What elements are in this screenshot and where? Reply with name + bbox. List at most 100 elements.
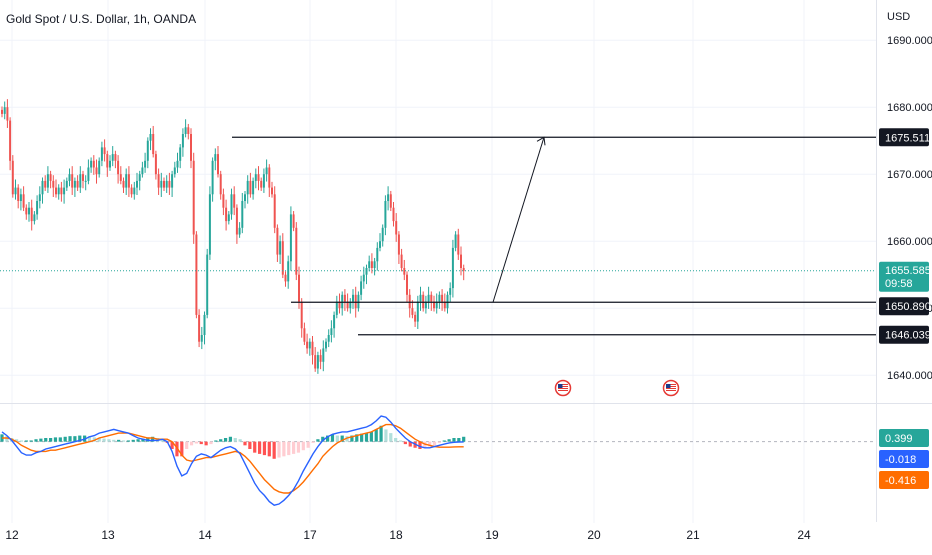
candle-body bbox=[416, 301, 419, 322]
candle-body bbox=[403, 268, 406, 275]
candle-body bbox=[441, 294, 444, 302]
macd-histogram-label-bg bbox=[879, 429, 929, 447]
candle-body bbox=[451, 247, 454, 289]
candle-body bbox=[100, 147, 103, 161]
candle-body bbox=[230, 194, 233, 215]
flag-canton bbox=[666, 384, 671, 388]
candle-body bbox=[406, 274, 408, 295]
level-label-bg bbox=[879, 128, 929, 147]
candle-body bbox=[11, 160, 14, 195]
candle-body bbox=[111, 154, 114, 161]
candle-body bbox=[365, 268, 368, 275]
macd-histogram-bar bbox=[194, 441, 198, 444]
time-axis[interactable]: 12 13 14 17 18 19 20 21 24 bbox=[5, 528, 811, 542]
current-price-label-bg bbox=[879, 261, 929, 292]
candle-body bbox=[176, 160, 179, 168]
macd-histogram-bar bbox=[369, 431, 373, 442]
candle-body bbox=[454, 234, 457, 248]
macd-histogram-bar bbox=[136, 439, 140, 442]
candle-body bbox=[395, 221, 398, 235]
candle-body bbox=[190, 134, 192, 161]
time-tick-label: 14 bbox=[198, 528, 212, 542]
level-label-bg bbox=[879, 325, 929, 344]
candle-body bbox=[14, 187, 17, 195]
candle-body bbox=[408, 294, 411, 309]
macd-histogram-bar bbox=[262, 441, 267, 456]
flag-canton bbox=[558, 384, 563, 388]
candle-body bbox=[28, 207, 30, 215]
candle-body bbox=[109, 160, 111, 168]
candle-body bbox=[276, 227, 279, 255]
candle-body bbox=[322, 348, 325, 362]
candle-body bbox=[144, 160, 147, 168]
candle-body bbox=[184, 127, 187, 134]
event-markers[interactable] bbox=[554, 379, 680, 397]
macd-histogram-bar bbox=[170, 441, 174, 449]
macd-histogram-bar bbox=[233, 438, 237, 442]
candle-body bbox=[152, 134, 155, 155]
us-flag-icon[interactable] bbox=[554, 379, 572, 397]
candle-body bbox=[298, 274, 300, 302]
us-flag-icon[interactable] bbox=[662, 379, 680, 397]
macd-histogram-bar bbox=[19, 440, 24, 442]
candle-body bbox=[103, 147, 106, 155]
macd-histogram-bar bbox=[97, 438, 101, 442]
macd-histogram-bar bbox=[238, 439, 242, 442]
macd-histogram-bar bbox=[296, 441, 301, 453]
candle-body bbox=[114, 154, 117, 161]
macd-pane bbox=[0, 415, 876, 506]
macd-line-label-text: -0.018 bbox=[885, 454, 916, 466]
candle-body bbox=[168, 180, 171, 188]
macd-histogram-bar bbox=[73, 436, 77, 442]
macd-histogram-bar bbox=[394, 438, 398, 442]
candle-body bbox=[146, 140, 149, 161]
macd-histogram-bar bbox=[209, 441, 213, 445]
macd-histogram-bar bbox=[185, 441, 189, 449]
candle-body bbox=[389, 194, 392, 208]
macd-signal-label-bg bbox=[879, 471, 929, 489]
horizontal-levels[interactable] bbox=[0, 136, 876, 336]
candle-body bbox=[287, 261, 290, 282]
macd-histogram-bar bbox=[340, 435, 344, 442]
candle-body bbox=[235, 207, 238, 235]
macd-histogram-bar bbox=[68, 436, 72, 442]
macd-histogram-bar bbox=[53, 437, 58, 442]
candle-body bbox=[84, 180, 87, 182]
time-tick-label: 13 bbox=[101, 528, 115, 542]
macd-histogram-bar bbox=[117, 439, 121, 442]
symbol-title[interactable]: Gold Spot / U.S. Dollar, 1h, OANDA bbox=[6, 12, 197, 26]
macd-histogram-bar bbox=[374, 429, 378, 442]
macd-histogram-bar bbox=[24, 440, 28, 442]
candle-body bbox=[9, 120, 12, 161]
macd-histogram-bar bbox=[335, 435, 339, 442]
candle-body bbox=[238, 227, 241, 235]
macd-histogram-bar bbox=[44, 438, 48, 442]
macd-histogram-bar bbox=[272, 441, 276, 459]
candle-body bbox=[233, 194, 236, 208]
candle-body bbox=[376, 247, 379, 262]
time-tick-label: 18 bbox=[389, 528, 403, 542]
candle-body bbox=[400, 254, 403, 268]
candle-body bbox=[95, 167, 98, 175]
candle-body bbox=[87, 167, 90, 181]
candle-body bbox=[397, 234, 400, 255]
macd-histogram-bar bbox=[345, 436, 349, 442]
candle-body bbox=[430, 294, 433, 302]
candle-body bbox=[36, 201, 39, 215]
candle-body bbox=[52, 180, 55, 188]
candle-body bbox=[379, 241, 381, 248]
candle-body bbox=[165, 180, 168, 188]
candle-body bbox=[173, 167, 176, 175]
candle-body bbox=[341, 294, 344, 309]
candle-body bbox=[171, 174, 174, 188]
candle-body bbox=[457, 234, 460, 255]
projection-arrow[interactable] bbox=[492, 136, 546, 303]
current-price-label-text: 1655.585 bbox=[885, 265, 931, 277]
macd-histogram-bar bbox=[403, 441, 407, 445]
candle-body bbox=[187, 127, 190, 134]
macd-histogram-bar bbox=[442, 440, 446, 442]
candle-body bbox=[119, 174, 122, 181]
macd-histogram-bar bbox=[248, 441, 252, 449]
